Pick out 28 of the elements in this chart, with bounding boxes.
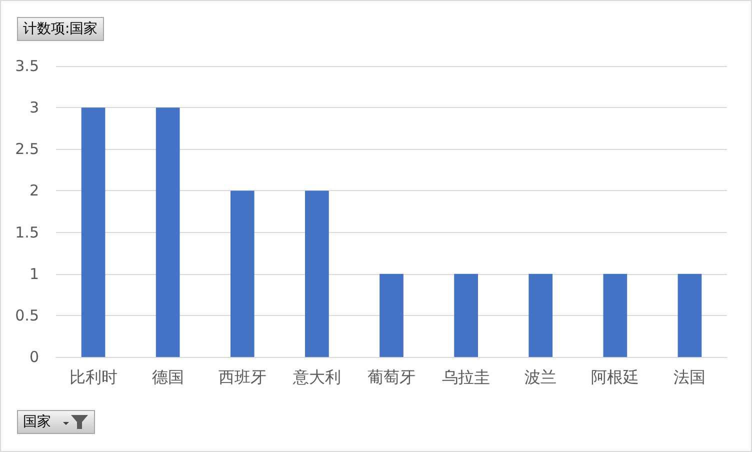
x-tick-label: 乌拉圭: [442, 368, 490, 386]
x-tick-label: 波兰: [524, 368, 557, 386]
bar: [454, 274, 478, 357]
y-tick-label: 1: [29, 264, 39, 283]
bar: [305, 190, 329, 357]
y-tick-label: 2: [29, 182, 39, 200]
x-axis-title: 国家: [23, 413, 51, 431]
x-tick-label: 阿根廷: [591, 368, 640, 386]
x-tick-label: 西班牙: [218, 368, 266, 386]
bar: [528, 274, 553, 357]
x-tick-label: 比利时: [69, 368, 118, 386]
x-tick-label: 意大利: [292, 368, 341, 386]
x-tick-label: 葡萄牙: [368, 368, 416, 386]
chart-title: 计数项:国家: [17, 17, 104, 41]
y-tick-label: 0: [29, 348, 39, 366]
x-tick-label: 德国: [152, 368, 184, 386]
y-tick-label: 3.5: [15, 57, 39, 75]
bar: [678, 274, 702, 357]
bar: [230, 190, 254, 357]
bar: [603, 274, 628, 357]
bar: [380, 274, 404, 357]
bar: [156, 108, 180, 357]
bar: [81, 108, 106, 357]
x-tick-label: 法国: [674, 368, 706, 386]
y-tick-label: 3: [29, 98, 39, 117]
y-tick-label: 0.5: [15, 306, 39, 324]
y-tick-label: 2.5: [15, 140, 39, 158]
y-tick-label: 1.5: [15, 223, 39, 242]
